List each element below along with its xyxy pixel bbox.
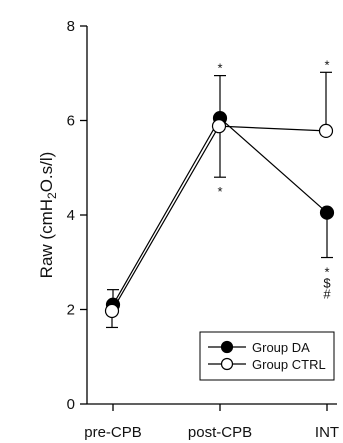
group-da-point	[319, 205, 335, 220]
significance-marker: $	[323, 276, 331, 291]
significance-marker: *	[324, 57, 329, 72]
x-tick-label: post-CPB	[188, 424, 252, 441]
legend-label: Group CTRL	[252, 357, 326, 372]
significance-marker: *	[217, 184, 222, 199]
significance-marker: *	[217, 61, 222, 76]
significance-marker: #	[323, 287, 331, 302]
legend-marker	[220, 340, 234, 354]
legend-marker	[220, 357, 234, 371]
x-tick-label: pre-CPB	[84, 424, 142, 441]
significance-marker: *	[324, 265, 329, 280]
y-tick-label: 0	[67, 396, 75, 413]
data-points	[104, 111, 335, 319]
group-ctrl-point	[211, 119, 227, 134]
y-tick-label: 2	[67, 302, 75, 319]
group-ctrl-point	[318, 123, 334, 138]
y-tick-label: 6	[67, 113, 75, 130]
axes: 0 2 4 6 8 pre-CPB post-CPB INT Raw (cmH2O.s/l)	[37, 18, 339, 441]
legend-box	[199, 331, 335, 381]
y-tick-label: 8	[67, 18, 75, 35]
error-bars	[106, 71, 333, 329]
legend: Group DA Group CTRL	[199, 331, 335, 381]
y-tick-label: 4	[67, 207, 75, 224]
x-tick-label: INT	[315, 424, 339, 441]
legend-label: Group DA	[252, 340, 310, 355]
group-ctrl-point	[104, 303, 120, 319]
y-axis-label: Raw (cmH2O.s/l)	[37, 152, 59, 279]
group-ctrl-line	[111, 125, 327, 312]
significance-annotations: ****$#	[217, 57, 331, 301]
